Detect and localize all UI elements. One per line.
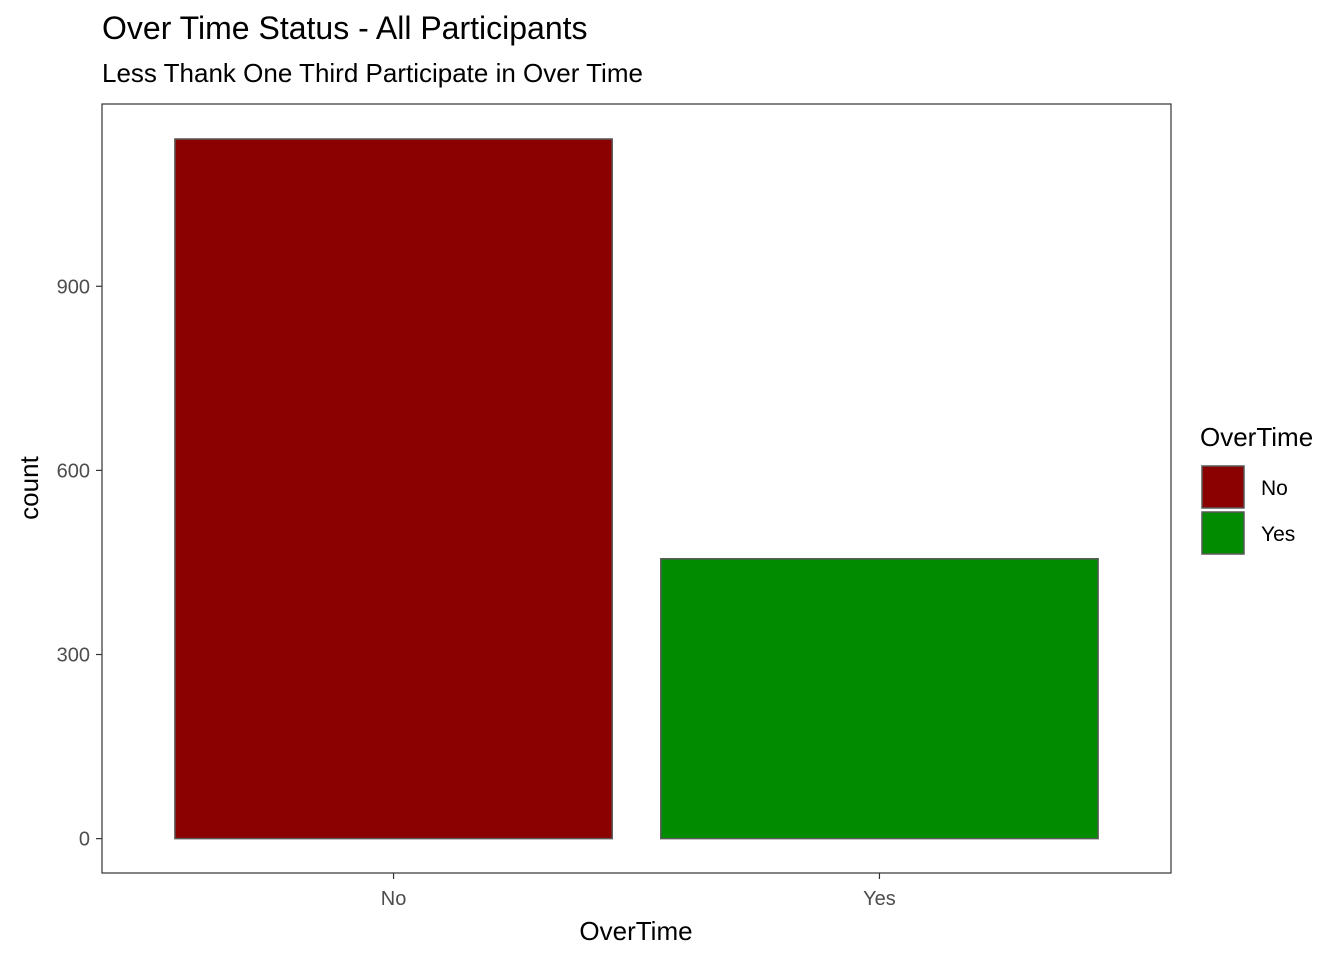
y-tick-label: 0 — [79, 829, 90, 851]
legend-key-no — [1201, 465, 1245, 509]
bar-no — [174, 138, 613, 840]
chart-subtitle: Less Thank One Third Participate in Over… — [102, 58, 643, 88]
legend-key-yes — [1201, 511, 1245, 555]
x-axis-title: OverTime — [579, 916, 692, 946]
legend: OverTime No Yes — [1200, 422, 1313, 555]
x-tick-label: No — [381, 888, 407, 910]
y-tick-label: 300 — [57, 645, 90, 667]
bar-yes — [660, 558, 1099, 840]
chart-title: Over Time Status - All Participants — [102, 10, 588, 46]
y-axis-title: count — [14, 455, 44, 519]
y-tick-label: 900 — [57, 276, 90, 298]
legend-title: OverTime — [1200, 422, 1313, 452]
x-tick-label: Yes — [863, 888, 896, 910]
legend-label-yes: Yes — [1261, 523, 1295, 546]
y-tick-label: 600 — [57, 460, 90, 482]
legend-label-no: No — [1261, 477, 1288, 500]
